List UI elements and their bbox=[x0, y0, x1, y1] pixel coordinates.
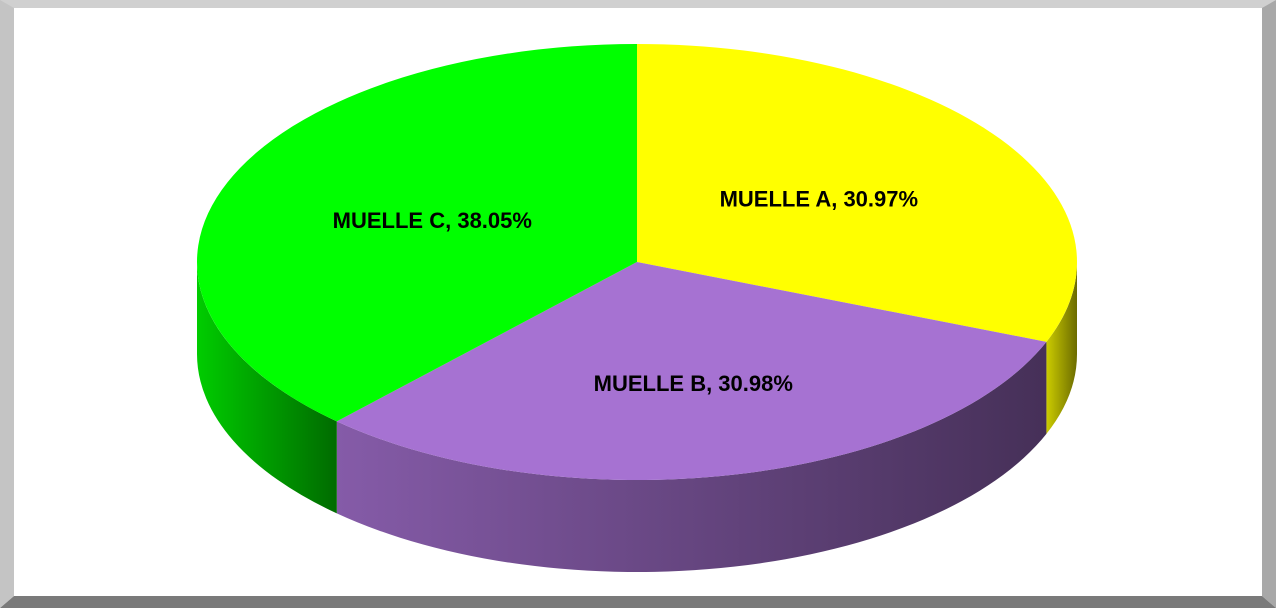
slice bbox=[336, 262, 1047, 481]
data-label: MUELLE C, 38.05% bbox=[333, 208, 532, 233]
pie: MUELLE A, 30.97% MUELLE B, 30.98% MUELLE C… bbox=[197, 44, 1077, 572]
slice-side bbox=[197, 262, 337, 514]
frame-bevel bbox=[0, 0, 14, 608]
slice-side bbox=[336, 341, 1047, 572]
data-label: MUELLE B, 30.98% bbox=[594, 371, 793, 396]
slice-side bbox=[1046, 262, 1077, 434]
slice bbox=[637, 44, 1077, 342]
slice bbox=[197, 44, 637, 422]
data-label: MUELLE A, 30.97% bbox=[720, 186, 918, 211]
frame-bevel bbox=[0, 596, 1276, 608]
frame-bevel bbox=[1262, 0, 1276, 608]
